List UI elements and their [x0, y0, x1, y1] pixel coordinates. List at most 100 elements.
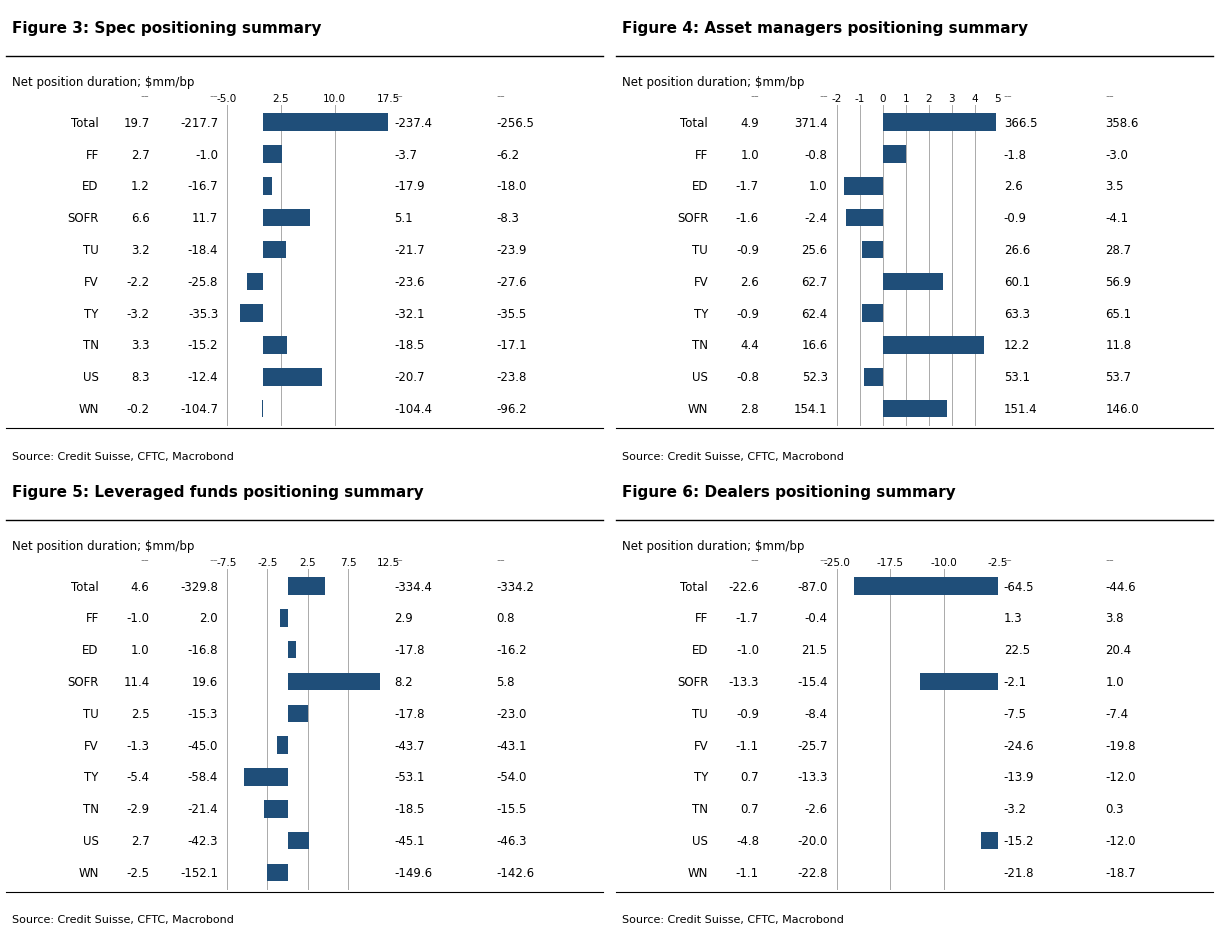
Text: 2.7: 2.7: [130, 834, 150, 847]
Text: TN: TN: [83, 339, 99, 352]
Bar: [263, 210, 311, 227]
Text: 4.4: 4.4: [740, 339, 759, 352]
Text: -334.4: -334.4: [395, 580, 433, 592]
Text: -0.8: -0.8: [736, 371, 759, 384]
Bar: [263, 146, 283, 164]
Text: -149.6: -149.6: [395, 866, 433, 879]
Text: -44.6: -44.6: [1106, 580, 1136, 592]
Text: 6.6: 6.6: [130, 212, 150, 225]
Text: Net position duration; $mm/bp: Net position duration; $mm/bp: [622, 76, 805, 89]
Bar: [1003, 609, 1015, 627]
Bar: [263, 337, 286, 355]
Text: -7.5: -7.5: [1004, 707, 1026, 720]
Text: FF: FF: [85, 149, 99, 161]
Text: -6.2: -6.2: [496, 149, 519, 161]
Bar: [883, 401, 947, 417]
Text: 21.5: 21.5: [802, 643, 828, 656]
Bar: [846, 210, 883, 227]
Text: 0.7: 0.7: [740, 802, 759, 815]
Bar: [247, 273, 263, 291]
Text: -23.0: -23.0: [496, 707, 527, 720]
Text: -0.8: -0.8: [805, 149, 828, 161]
Text: -13.3: -13.3: [797, 770, 828, 783]
Text: US: US: [83, 834, 99, 847]
Bar: [288, 578, 324, 595]
Text: -0.4: -0.4: [805, 612, 828, 624]
Text: -0.9: -0.9: [736, 707, 759, 720]
Text: TN: TN: [692, 339, 708, 352]
Bar: [1015, 800, 1020, 818]
Text: 3.5: 3.5: [1106, 180, 1124, 193]
Text: -152.1: -152.1: [180, 866, 218, 879]
Text: -18.0: -18.0: [496, 180, 527, 193]
Text: 0.3: 0.3: [1106, 802, 1124, 815]
Bar: [288, 832, 310, 850]
Text: --: --: [395, 90, 403, 103]
Text: SOFR: SOFR: [67, 675, 99, 688]
Text: 2.8: 2.8: [740, 402, 759, 416]
Text: -35.3: -35.3: [188, 307, 218, 320]
Text: -25.8: -25.8: [188, 275, 218, 288]
Text: -23.8: -23.8: [496, 371, 527, 384]
Text: 8.2: 8.2: [395, 675, 413, 688]
Text: --: --: [140, 90, 150, 103]
Text: 4.9: 4.9: [740, 117, 759, 129]
Text: -87.0: -87.0: [797, 580, 828, 592]
Text: 4.6: 4.6: [130, 580, 150, 592]
Text: -21.8: -21.8: [1004, 866, 1035, 879]
Text: -217.7: -217.7: [180, 117, 218, 129]
Text: -25.7: -25.7: [797, 739, 828, 752]
Text: -18.4: -18.4: [188, 243, 218, 256]
Text: 3.2: 3.2: [130, 243, 150, 256]
Text: Net position duration; $mm/bp: Net position duration; $mm/bp: [12, 76, 195, 89]
Text: TY: TY: [84, 307, 99, 320]
Text: -17.1: -17.1: [496, 339, 527, 352]
Text: 60.1: 60.1: [1004, 275, 1030, 288]
Text: US: US: [83, 371, 99, 384]
Text: -15.2: -15.2: [1004, 834, 1035, 847]
Bar: [288, 641, 296, 659]
Text: Figure 3: Spec positioning summary: Figure 3: Spec positioning summary: [12, 21, 322, 36]
Text: TN: TN: [83, 802, 99, 815]
Text: --: --: [819, 553, 828, 566]
Text: --: --: [819, 90, 828, 103]
Text: Figure 5: Leveraged funds positioning summary: Figure 5: Leveraged funds positioning su…: [12, 484, 424, 499]
Text: -2.1: -2.1: [1004, 675, 1026, 688]
Text: 1.0: 1.0: [130, 643, 150, 656]
Text: -2.4: -2.4: [805, 212, 828, 225]
Text: -15.3: -15.3: [188, 707, 218, 720]
Text: --: --: [210, 553, 218, 566]
Text: -53.1: -53.1: [395, 770, 424, 783]
Text: FV: FV: [84, 275, 99, 288]
Text: 56.9: 56.9: [1106, 275, 1131, 288]
Text: -23.6: -23.6: [395, 275, 425, 288]
Bar: [1008, 737, 1015, 754]
Text: 19.6: 19.6: [191, 675, 218, 688]
Text: FF: FF: [695, 149, 708, 161]
Bar: [244, 768, 288, 786]
Bar: [853, 578, 1015, 595]
Text: -8.4: -8.4: [805, 707, 828, 720]
Text: -142.6: -142.6: [496, 866, 534, 879]
Text: -0.9: -0.9: [1004, 212, 1026, 225]
Text: 371.4: 371.4: [794, 117, 828, 129]
Text: 2.6: 2.6: [740, 275, 759, 288]
Text: -96.2: -96.2: [496, 402, 527, 416]
Text: -4.1: -4.1: [1106, 212, 1129, 225]
Text: -12.0: -12.0: [1106, 770, 1136, 783]
Text: WN: WN: [688, 402, 708, 416]
Text: FF: FF: [695, 612, 708, 624]
Text: -237.4: -237.4: [395, 117, 433, 129]
Bar: [981, 832, 1015, 850]
Text: -4.8: -4.8: [736, 834, 759, 847]
Text: 151.4: 151.4: [1004, 402, 1037, 416]
Text: --: --: [1106, 553, 1114, 566]
Text: 0.8: 0.8: [496, 612, 514, 624]
Text: FF: FF: [85, 612, 99, 624]
Text: -18.5: -18.5: [395, 339, 424, 352]
Text: Net position duration; $mm/bp: Net position duration; $mm/bp: [12, 539, 195, 552]
Bar: [1015, 768, 1020, 786]
Text: --: --: [1004, 90, 1013, 103]
Text: 366.5: 366.5: [1004, 117, 1037, 129]
Text: -104.7: -104.7: [180, 402, 218, 416]
